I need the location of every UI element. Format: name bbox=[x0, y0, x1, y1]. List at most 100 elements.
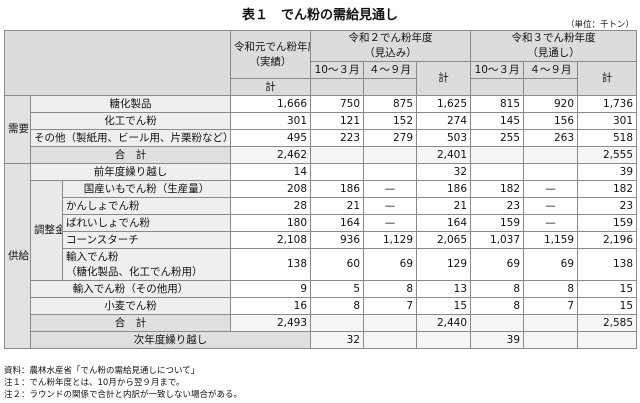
cell: 1,037 bbox=[470, 231, 525, 249]
cell bbox=[470, 314, 525, 332]
cell: 121 bbox=[310, 112, 365, 130]
cell: 69 bbox=[470, 248, 525, 281]
cell: 8 bbox=[523, 280, 579, 298]
cell: 875 bbox=[363, 95, 418, 113]
cell: 301 bbox=[230, 112, 312, 130]
cell: 7 bbox=[363, 297, 418, 315]
cell: — bbox=[363, 197, 418, 215]
cell: 518 bbox=[577, 129, 638, 147]
cell: 5 bbox=[310, 280, 365, 298]
cell: 2,440 bbox=[416, 314, 472, 332]
cell: 138 bbox=[230, 248, 312, 281]
header-year3: 令和３でん粉年度 （見通し） bbox=[470, 30, 638, 62]
cell: 32 bbox=[310, 331, 365, 349]
cell bbox=[470, 146, 525, 164]
cell: 164 bbox=[416, 214, 472, 232]
cell: 138 bbox=[577, 248, 638, 281]
row-label: かんしょでん粉 bbox=[61, 197, 232, 215]
header-y2-apr-sep: ４～９月 bbox=[363, 61, 418, 79]
row-label: 国産いもでん粉（生産量） bbox=[61, 180, 232, 198]
cell: 1,666 bbox=[230, 95, 312, 113]
cell: 156 bbox=[523, 112, 579, 130]
cell: 2,196 bbox=[577, 231, 638, 249]
cell: 16 bbox=[230, 297, 312, 315]
cell: 182 bbox=[577, 180, 638, 198]
cell: 164 bbox=[310, 214, 365, 232]
cell bbox=[523, 163, 579, 181]
note-source: 資料：農林水産省「でん粉の需給見通しについて」 bbox=[4, 366, 200, 376]
cell: 301 bbox=[577, 112, 638, 130]
cell: 9 bbox=[230, 280, 312, 298]
cell: 2,065 bbox=[416, 231, 472, 249]
row-label: 次年度繰り越し bbox=[29, 331, 312, 349]
header-row-3: 計 bbox=[5, 78, 637, 96]
cell: 159 bbox=[470, 214, 525, 232]
cell bbox=[523, 314, 579, 332]
cell: 129 bbox=[416, 248, 472, 281]
row-label: 輸入でん粉 （糖化製品、化工でん粉用） bbox=[61, 248, 232, 281]
cell bbox=[363, 314, 418, 332]
cell: 23 bbox=[577, 197, 638, 215]
table-row: 輸入でん粉 （糖化製品、化工でん粉用） 138 60 69 129 69 69 1… bbox=[5, 248, 638, 281]
header-y3-blank-b bbox=[523, 78, 579, 96]
header-corner bbox=[3, 30, 232, 96]
cell: — bbox=[523, 180, 579, 198]
cell: 186 bbox=[416, 180, 472, 198]
cell: 2,493 bbox=[230, 314, 312, 332]
cell: 180 bbox=[230, 214, 312, 232]
demand-total-row: 合 計 2,462 2,401 2,555 bbox=[5, 146, 638, 164]
cell: 223 bbox=[310, 129, 365, 147]
cell: 39 bbox=[470, 331, 525, 349]
cell: — bbox=[523, 214, 579, 232]
cell: 21 bbox=[310, 197, 365, 215]
supply-total-row: 合 計 2,493 2,440 2,585 bbox=[5, 314, 638, 332]
subsidy-category: 調整金徴収対象 bbox=[30, 180, 63, 281]
cell: 69 bbox=[523, 248, 579, 281]
cell: 145 bbox=[470, 112, 525, 130]
note-2: 注２：ラウンドの関係で合計と内訳が一致しない場合がある。 bbox=[4, 390, 243, 400]
supply-category: 供給 bbox=[4, 163, 31, 349]
table-row: かんしょでん粉 28 21 — 21 23 — 23 bbox=[5, 197, 638, 215]
table-row: 化工でん粉 301 121 152 274 145 156 301 bbox=[5, 112, 638, 130]
table-row: 輸入でん粉（その他用） 9 5 8 13 8 8 15 bbox=[5, 280, 638, 298]
next-carryover-row: 次年度繰り越し 32 39 30 bbox=[5, 331, 638, 349]
cell: — bbox=[363, 180, 418, 198]
cell bbox=[523, 331, 579, 349]
cell: 15 bbox=[577, 297, 638, 315]
note-1: 注１：でん粉年度とは、10月から翌９月まで。 bbox=[4, 378, 185, 388]
cell: 1,159 bbox=[523, 231, 579, 249]
cell: 186 bbox=[310, 180, 365, 198]
demand-category: 需要 bbox=[4, 95, 31, 164]
cell: 23 bbox=[470, 197, 525, 215]
cell: 8 bbox=[310, 297, 365, 315]
cell bbox=[363, 163, 418, 181]
row-label: 小麦でん粉 bbox=[29, 297, 232, 315]
table-row: 小麦でん粉 16 8 7 15 8 7 15 bbox=[5, 297, 638, 315]
cell: 2,401 bbox=[416, 146, 472, 164]
cell bbox=[310, 146, 365, 164]
cell: 750 bbox=[310, 95, 365, 113]
cell: 13 bbox=[416, 280, 472, 298]
header-y3-apr-sep: ４～９月 bbox=[523, 61, 579, 79]
cell: 1,736 bbox=[577, 95, 638, 113]
cell: 2,462 bbox=[230, 146, 312, 164]
cell bbox=[470, 163, 525, 181]
cell: 208 bbox=[230, 180, 312, 198]
row-label: コーンスターチ bbox=[61, 231, 232, 249]
cell: 15 bbox=[416, 297, 472, 315]
unit-label: （単位：千トン） bbox=[565, 20, 634, 30]
table-row: コーンスターチ 2,108 936 1,129 2,065 1,037 1,15… bbox=[5, 231, 638, 249]
cell: 8 bbox=[470, 297, 525, 315]
cell: 503 bbox=[416, 129, 472, 147]
cell: 39 bbox=[577, 163, 638, 181]
table-row: ばれいしょでん粉 180 164 — 164 159 — 159 bbox=[5, 214, 638, 232]
cell: 32 bbox=[416, 163, 472, 181]
cell bbox=[363, 331, 418, 349]
row-label: ばれいしょでん粉 bbox=[61, 214, 232, 232]
cell: 8 bbox=[470, 280, 525, 298]
supply-demand-table: 令和元でん粉年度 （実績） 令和２でん粉年度 （見込み） 令和３でん粉年度 （見通し）… bbox=[3, 30, 638, 349]
cell bbox=[310, 314, 365, 332]
cell: 21 bbox=[416, 197, 472, 215]
header-y3-oct-mar: 10～３月 bbox=[470, 61, 525, 79]
header-y2-total: 計 bbox=[416, 61, 472, 96]
